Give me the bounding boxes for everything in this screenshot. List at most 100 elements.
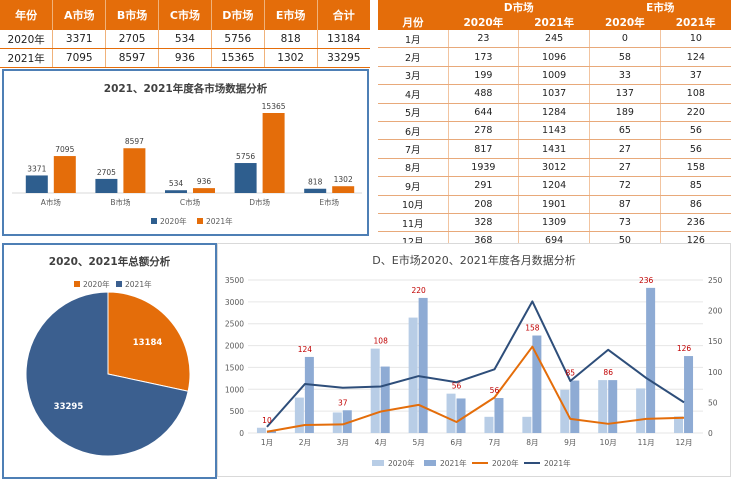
- y-right-tick-label: 100: [708, 368, 723, 377]
- summary-header-cell: B市场: [106, 0, 159, 30]
- x-tick-label: 9月: [564, 438, 576, 447]
- monthly-cell: 189: [590, 103, 661, 121]
- monthly-cell: 3012: [519, 158, 590, 176]
- monthly-cell: 173: [448, 48, 519, 66]
- monthly-cell: 33: [590, 66, 661, 84]
- monthly-cell: 1901: [519, 195, 590, 213]
- data-label: 124: [298, 345, 313, 354]
- bar-2021: [646, 288, 655, 433]
- monthly-cell: 644: [448, 103, 519, 121]
- x-tick-label: 12月: [676, 438, 693, 447]
- y-right-tick-label: 250: [708, 276, 723, 285]
- monthly-cell: 0: [590, 30, 661, 48]
- monthly-sub-header-cell: 2021年: [660, 15, 731, 30]
- data-label: 236: [639, 276, 654, 285]
- legend-label: 2021年: [544, 458, 571, 468]
- x-tick-label: 3月: [337, 438, 349, 447]
- bar-data-label: 818: [308, 178, 323, 187]
- group-header-e: E市场: [590, 0, 731, 15]
- y-left-tick-label: 1500: [225, 363, 244, 372]
- monthly-cell: 56: [660, 121, 731, 139]
- monthly-cell: 1431: [519, 140, 590, 158]
- bar-data-label: 8597: [125, 137, 144, 146]
- bar-2021: [494, 398, 503, 433]
- x-tick-label: D市场: [249, 197, 270, 207]
- summary-cell: 2021年: [0, 49, 53, 68]
- bar-2020: [304, 189, 326, 193]
- monthly-cell: 1204: [519, 177, 590, 195]
- monthly-cell: 236: [660, 213, 731, 231]
- legend-swatch: [197, 218, 203, 224]
- bar-data-label: 534: [169, 179, 184, 188]
- x-tick-label: 6月: [450, 438, 462, 447]
- x-tick-label: 8月: [526, 438, 538, 447]
- pie-data-label: 33295: [54, 402, 84, 412]
- x-tick-label: 10月: [600, 438, 617, 447]
- y-right-tick-label: 200: [708, 307, 723, 316]
- x-tick-label: B市场: [110, 197, 131, 207]
- bar-data-label: 7095: [55, 145, 74, 154]
- monthly-cell: 1284: [519, 103, 590, 121]
- summary-cell: 5756: [211, 30, 264, 49]
- data-label: 56: [452, 382, 462, 391]
- legend-swatch: [74, 281, 80, 287]
- monthly-sub-header-cell: 2021年: [519, 15, 590, 30]
- summary-header-cell: D市场: [211, 0, 264, 30]
- legend-swatch: [151, 218, 157, 224]
- monthly-cell: 56: [660, 140, 731, 158]
- bar-2020: [598, 380, 607, 433]
- bar-data-label: 1302: [334, 175, 353, 184]
- bar-2020: [26, 175, 48, 193]
- bar-2021: [684, 356, 693, 433]
- monthly-cell: 23: [448, 30, 519, 48]
- legend-label: 2020年: [388, 458, 415, 468]
- monthly-cell: 6月: [378, 121, 448, 139]
- group-header-d: D市场: [448, 0, 590, 15]
- y-right-tick-label: 0: [708, 429, 713, 438]
- monthly-cell: 5月: [378, 103, 448, 121]
- pie-data-label: 13184: [133, 338, 163, 348]
- monthly-cell: 11月: [378, 213, 448, 231]
- monthly-cell: 1309: [519, 213, 590, 231]
- summary-cell: 2020年: [0, 30, 53, 49]
- monthly-cell: 27: [590, 140, 661, 158]
- monthly-cell: 199: [448, 66, 519, 84]
- bar-2021: [193, 188, 215, 193]
- summary-cell: 2705: [106, 30, 159, 49]
- bar-2020: [235, 163, 257, 193]
- bar-2021: [263, 113, 285, 193]
- bar-2020: [371, 349, 380, 433]
- bar-2021: [419, 298, 428, 433]
- summary-cell: 3371: [53, 30, 106, 49]
- bar-2020: [95, 179, 117, 193]
- data-label: 126: [677, 344, 692, 353]
- legend-swatch: [116, 281, 122, 287]
- monthly-cell: 291: [448, 177, 519, 195]
- bar-2020: [636, 388, 645, 433]
- bar-2021: [381, 367, 390, 433]
- monthly-cell: 10: [660, 30, 731, 48]
- monthly-cell: 208: [448, 195, 519, 213]
- bar-data-label: 936: [197, 177, 212, 186]
- y-left-tick-label: 2500: [225, 320, 244, 329]
- y-left-tick-label: 500: [230, 407, 245, 416]
- summary-cell: 33295: [317, 49, 370, 68]
- monthly-cell: 7月: [378, 140, 448, 158]
- monthly-cell: 1096: [519, 48, 590, 66]
- bar-2020: [257, 428, 266, 433]
- bar-2021: [608, 380, 617, 433]
- monthly-cell: 1143: [519, 121, 590, 139]
- monthly-cell: 65: [590, 121, 661, 139]
- monthly-sub-header-cell: 月份: [378, 15, 448, 30]
- bar-2020: [447, 394, 456, 433]
